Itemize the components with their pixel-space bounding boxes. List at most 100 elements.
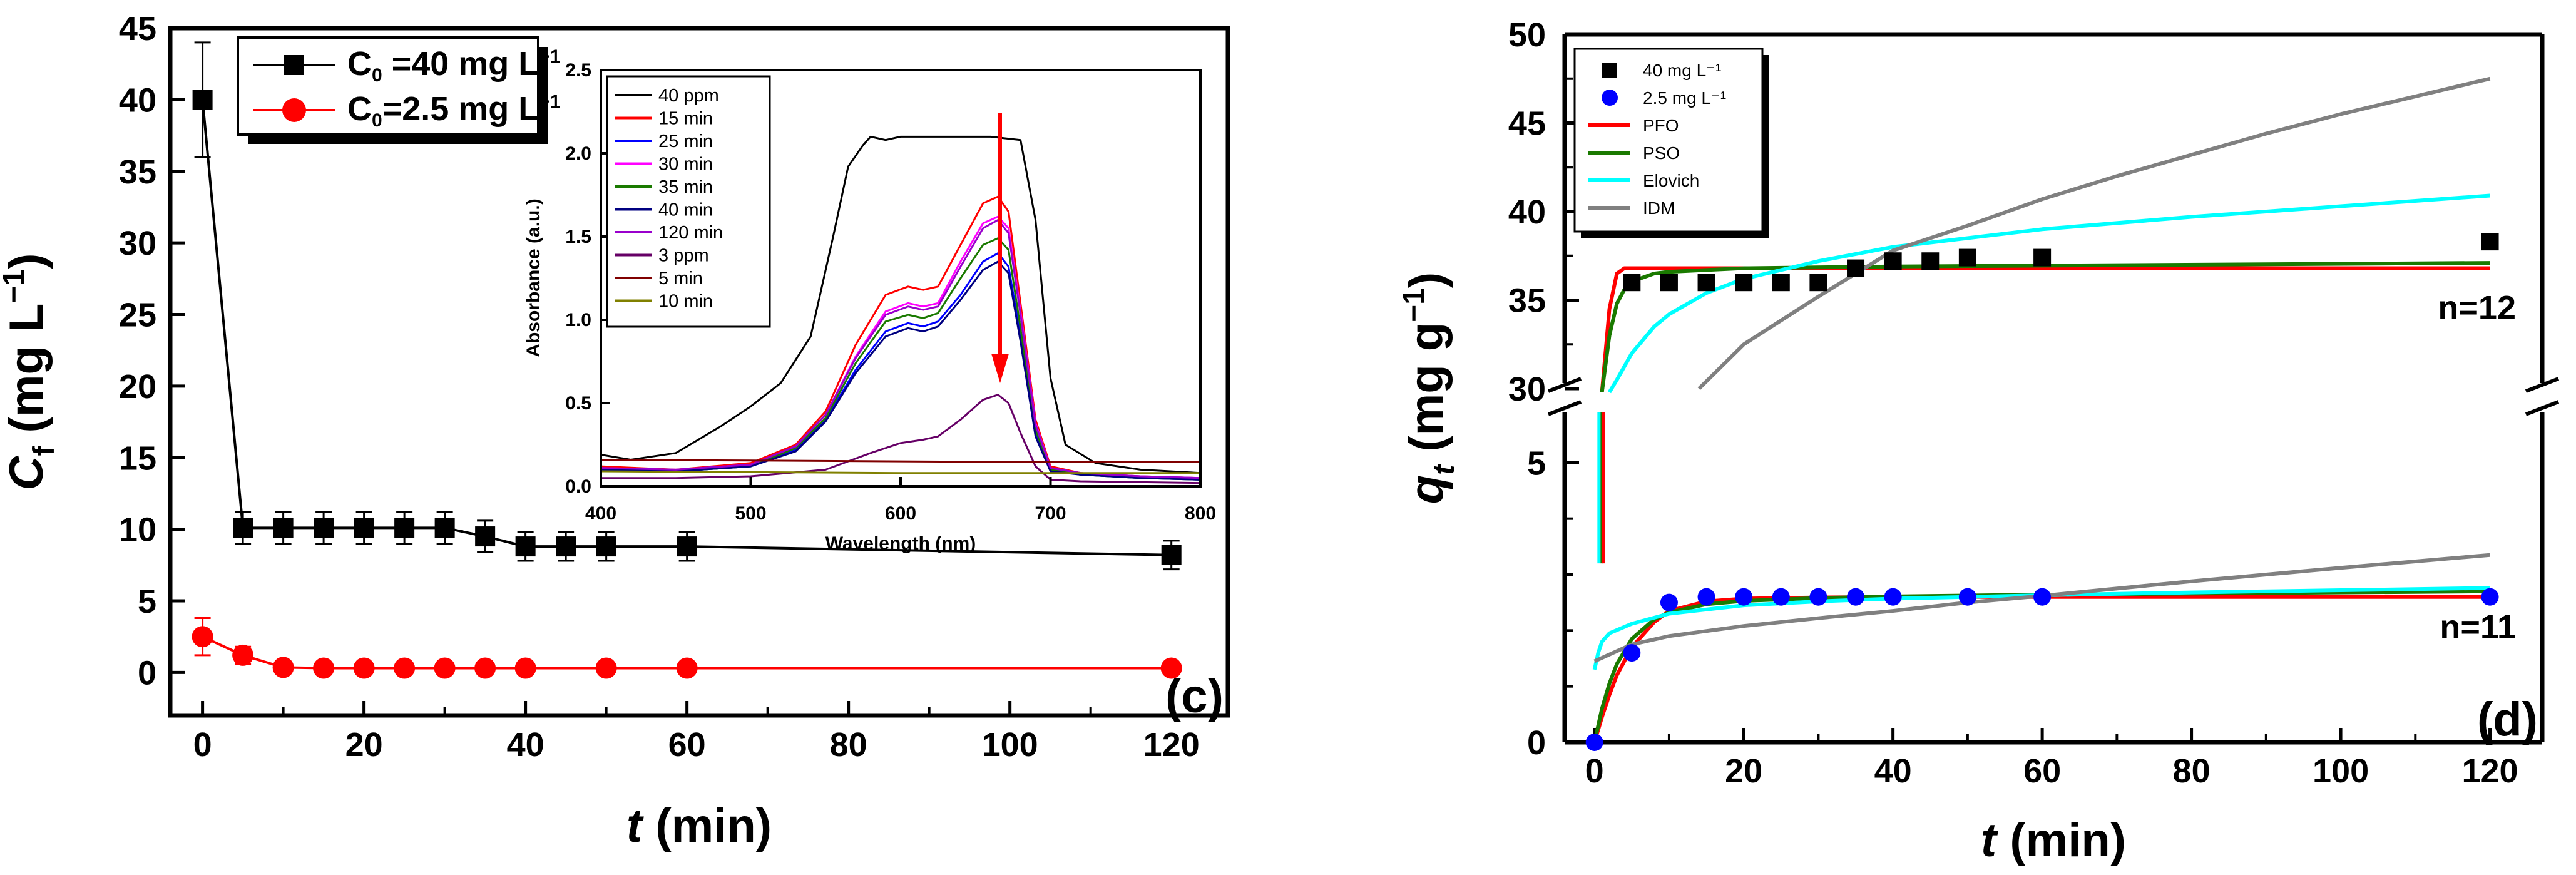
- y-tick-label: 40: [1508, 193, 1546, 231]
- inset-legend-label: 120 min: [658, 223, 723, 243]
- x-tick-label: 120: [2461, 752, 2518, 790]
- x-tick-label: 0: [193, 726, 212, 764]
- data-point-2p5: [1697, 588, 1715, 606]
- data-point-40: [1847, 259, 1865, 277]
- data-point: [273, 518, 294, 538]
- y-tick-label: 15: [119, 439, 156, 477]
- data-point: [434, 518, 455, 538]
- spectrum-6: [600, 218, 1201, 479]
- annotation-n11: n=11: [2440, 608, 2516, 646]
- panel-c-ylabel: Cf (mg L−1): [0, 253, 61, 491]
- y-tick-label: 45: [1508, 105, 1546, 143]
- data-point: [434, 657, 456, 679]
- data-point-2p5: [1809, 588, 1827, 606]
- legend-label: PFO: [1643, 116, 1679, 135]
- data-point-2p5: [1958, 588, 1976, 606]
- inset-x-tick-label: 500: [735, 503, 766, 524]
- data-point-2p5: [2033, 588, 2052, 606]
- data-point-2p5: [1884, 588, 1902, 606]
- legend-label: Elovich: [1643, 171, 1699, 190]
- panel-c-xlabel: t (min): [626, 799, 772, 852]
- x-tick-label: 60: [2023, 752, 2061, 790]
- legend-label-c0-2p5: C0=2.5 mg L−1: [347, 90, 561, 131]
- inset-legend-label: 3 ppm: [658, 246, 709, 266]
- data-point-40: [1735, 274, 1753, 292]
- inset-x-tick-label: 600: [885, 503, 916, 524]
- legend-label: PSO: [1643, 143, 1680, 163]
- data-point-2p5: [1735, 588, 1753, 606]
- legend-marker: [1602, 90, 1618, 106]
- y-tick-label: 30: [119, 225, 156, 262]
- data-point-40: [1623, 274, 1641, 292]
- data-point: [272, 657, 294, 678]
- inset-spectra: 400 500 600 700 800 0.0 0.5 1.0 1.5 2.0 2.5 Wavel…: [523, 60, 1216, 554]
- legend-marker-c0-2p5: [282, 98, 306, 122]
- panel-d: 0 20 40 60 80 100 120 30 35 40 45 50 0 5 qt (mg g−1)…: [1398, 16, 2560, 867]
- fit-curve-lower-IDM: [1593, 553, 2490, 663]
- y-tick-label: 35: [1508, 282, 1546, 320]
- y-tick-label: 5: [138, 583, 156, 620]
- spectrum-0: [600, 135, 1201, 474]
- panel-d-ylabel: qt (mg g−1): [1398, 272, 1461, 504]
- decrease-arrow-head: [991, 354, 1009, 383]
- x-tick-label: 80: [830, 726, 867, 764]
- inset-x-tick-label: 800: [1185, 503, 1216, 524]
- panel-d-xlabel: t (min): [1981, 814, 2126, 867]
- x-tick-label: 20: [1725, 752, 1762, 790]
- data-point: [192, 626, 213, 648]
- inset-legend-label: 5 min: [658, 269, 703, 289]
- y-tick-label: 0: [1527, 724, 1546, 762]
- inset-legend-label: 30 min: [658, 155, 713, 175]
- data-point: [313, 657, 335, 679]
- legend-label: 2.5 mg L⁻¹: [1643, 88, 1726, 108]
- data-point-2p5: [1623, 644, 1641, 662]
- annotation-n12: n=12: [2438, 289, 2516, 327]
- spectrum-5: [600, 260, 1201, 481]
- inset-y-tick-label: 1.5: [565, 227, 591, 247]
- inset-legend-label: 40 ppm: [658, 86, 719, 106]
- inset-y-tick-label: 2.5: [565, 60, 591, 81]
- panel-c-legend: C0 =40 mg L−1 C0=2.5 mg L−1: [237, 36, 561, 144]
- inset-legend-label: 40 min: [658, 200, 713, 220]
- data-point-40: [1884, 252, 1902, 270]
- data-point: [232, 644, 254, 666]
- data-point: [514, 657, 536, 679]
- data-point: [394, 657, 416, 679]
- y-tick-label: 5: [1527, 444, 1546, 482]
- data-point-40: [1809, 274, 1827, 292]
- data-point-40: [1958, 248, 1976, 267]
- data-point: [595, 657, 617, 679]
- legend-marker-c0-40: [284, 55, 304, 75]
- panel-c-label: (c): [1165, 670, 1224, 723]
- y-tick-label: 45: [119, 10, 156, 48]
- data-point-40: [1660, 274, 1678, 292]
- data-point: [1160, 657, 1182, 679]
- x-tick-label: 40: [1874, 752, 1912, 790]
- data-point-40: [1697, 274, 1715, 292]
- data-point: [394, 518, 415, 538]
- fit-curve-lower-PFO: [1592, 595, 2490, 743]
- inset-legend-label: 15 min: [658, 109, 713, 129]
- data-point-2p5: [2481, 588, 2499, 606]
- data-point: [354, 518, 374, 538]
- data-point-2p5: [1772, 588, 1790, 606]
- data-point-40: [1921, 252, 1940, 270]
- panel-d-xlabel-var: t: [1981, 814, 1998, 867]
- x-tick-label: 80: [2173, 752, 2211, 790]
- fit-curve-upper-PFO: [1600, 266, 2490, 392]
- inset-y-tick-label: 0.5: [565, 393, 591, 414]
- panel-c-xlabel-unit: (min): [655, 799, 772, 852]
- inset-x-tick-label: 400: [585, 503, 616, 524]
- x-tick-label: 100: [2313, 752, 2369, 790]
- inset-y-tick-label: 2.0: [565, 143, 591, 164]
- y-tick-label: 10: [119, 511, 156, 549]
- data-point-2p5: [1660, 593, 1678, 611]
- data-point-40: [1772, 274, 1790, 292]
- data-point: [596, 536, 616, 557]
- fit-curve-upper-IDM: [1697, 76, 2491, 391]
- data-point: [192, 90, 213, 110]
- inset-legend-label: 35 min: [658, 177, 713, 197]
- inset-xlabel: Wavelength (nm): [825, 533, 976, 554]
